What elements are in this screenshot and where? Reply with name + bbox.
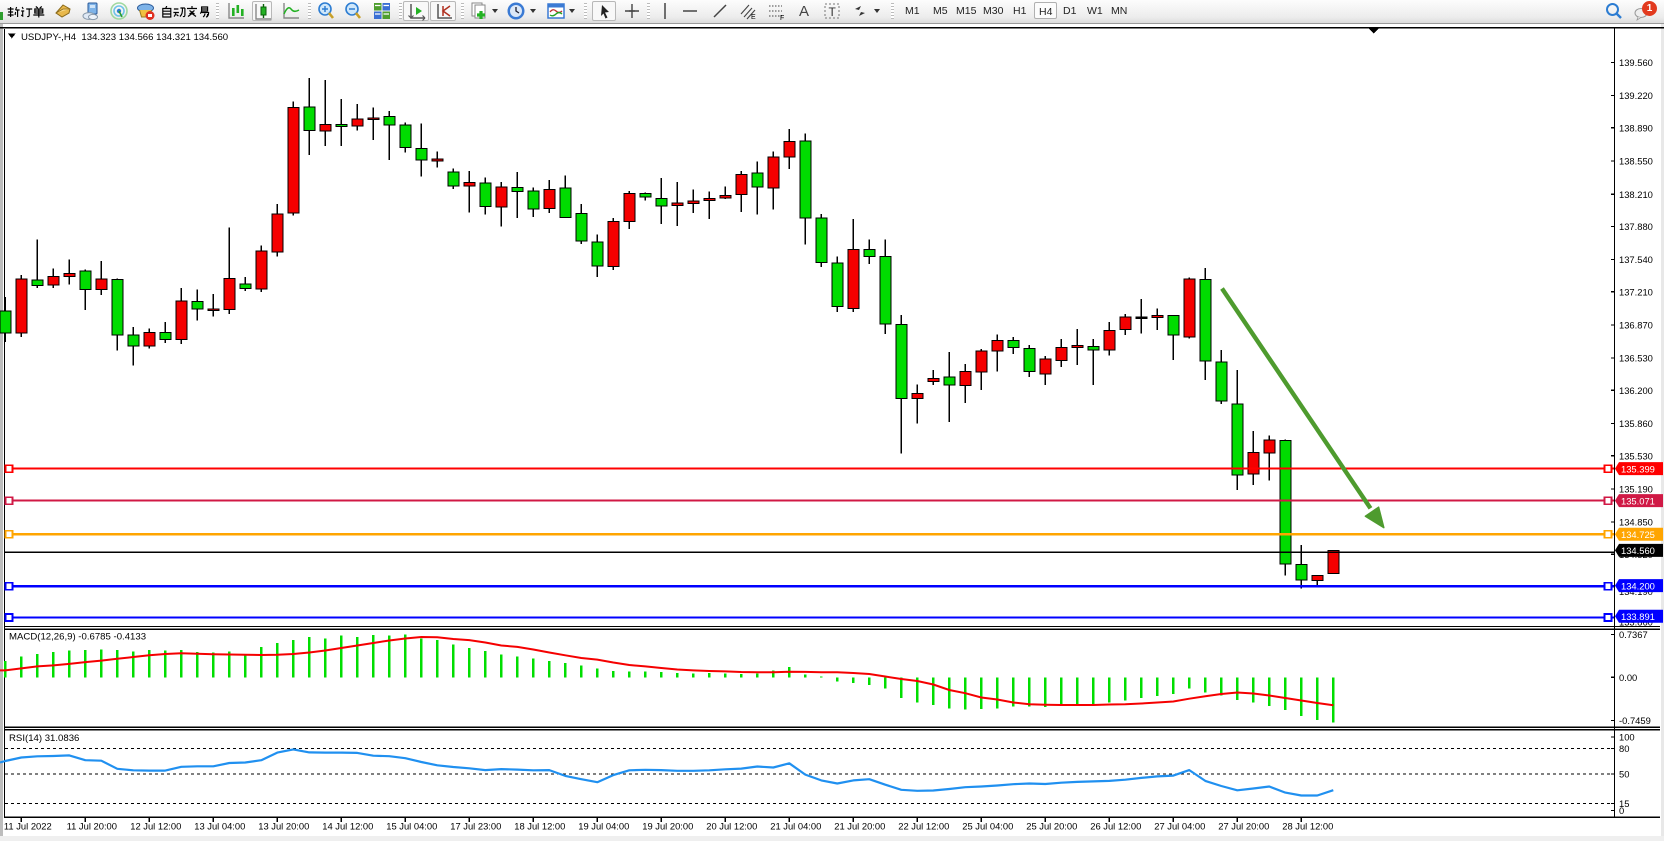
svg-text:13 Jul 04:00: 13 Jul 04:00	[194, 820, 245, 831]
svg-text:26 Jul 12:00: 26 Jul 12:00	[1090, 820, 1141, 831]
svg-text:0.00: 0.00	[1619, 672, 1637, 683]
svg-text:136.870: 136.870	[1619, 320, 1653, 331]
svg-text:137.540: 137.540	[1619, 254, 1653, 265]
svg-text:11 Jul 2022: 11 Jul 2022	[4, 820, 52, 831]
svg-text:T: T	[829, 5, 837, 19]
svg-text:21 Jul 04:00: 21 Jul 04:00	[770, 820, 821, 831]
svg-text:25 Jul 20:00: 25 Jul 20:00	[1026, 820, 1077, 831]
svg-text:139.560: 139.560	[1619, 57, 1653, 68]
svg-text:15 Jul 04:00: 15 Jul 04:00	[386, 820, 437, 831]
svg-text:20 Jul 12:00: 20 Jul 12:00	[706, 820, 757, 831]
svg-text:22 Jul 12:00: 22 Jul 12:00	[898, 820, 949, 831]
svg-text:134.850: 134.850	[1619, 517, 1653, 528]
svg-text:21 Jul 20:00: 21 Jul 20:00	[834, 820, 885, 831]
svg-text:135.190: 135.190	[1619, 484, 1653, 495]
svg-text:28 Jul 12:00: 28 Jul 12:00	[1282, 820, 1333, 831]
svg-text:134.560: 134.560	[1621, 545, 1655, 556]
svg-text:15: 15	[1619, 798, 1629, 809]
svg-text:137.880: 137.880	[1619, 221, 1653, 232]
svg-text:USDJPY-,H4 134.323 134.566 13: USDJPY-,H4 134.323 134.566 134.321 134.5…	[21, 32, 228, 43]
svg-text:F: F	[780, 15, 784, 21]
svg-text:E: E	[751, 14, 756, 21]
svg-text:139.220: 139.220	[1619, 90, 1653, 101]
svg-text:135.530: 135.530	[1619, 450, 1653, 461]
svg-text:50: 50	[1619, 769, 1629, 780]
svg-text:138.550: 138.550	[1619, 156, 1653, 167]
svg-text:27 Jul 20:00: 27 Jul 20:00	[1218, 820, 1269, 831]
svg-text:0.7367: 0.7367	[1619, 629, 1648, 640]
svg-text:12 Jul 12:00: 12 Jul 12:00	[130, 820, 181, 831]
svg-text:19 Jul 20:00: 19 Jul 20:00	[642, 820, 693, 831]
svg-text:134.725: 134.725	[1621, 529, 1655, 540]
svg-text:27 Jul 04:00: 27 Jul 04:00	[1154, 820, 1205, 831]
svg-text:17 Jul 23:00: 17 Jul 23:00	[450, 820, 501, 831]
svg-text:100: 100	[1619, 732, 1635, 743]
svg-text:-0.7459: -0.7459	[1619, 715, 1651, 726]
svg-text:135.071: 135.071	[1621, 495, 1655, 506]
svg-text:138.890: 138.890	[1619, 122, 1653, 133]
svg-text:13 Jul 20:00: 13 Jul 20:00	[258, 820, 309, 831]
svg-text:11 Jul 20:00: 11 Jul 20:00	[67, 820, 117, 831]
svg-text:135.860: 135.860	[1619, 418, 1653, 429]
svg-text:RSI(14) 31.0836: RSI(14) 31.0836	[9, 733, 79, 744]
svg-text:19 Jul 04:00: 19 Jul 04:00	[578, 820, 629, 831]
svg-text:0: 0	[1619, 805, 1624, 816]
svg-text:138.210: 138.210	[1619, 189, 1653, 200]
svg-text:134.200: 134.200	[1621, 580, 1655, 591]
svg-text:136.530: 136.530	[1619, 353, 1653, 364]
svg-text:80: 80	[1619, 743, 1629, 754]
svg-text:MACD(12,26,9) -0.6785 -0.4133: MACD(12,26,9) -0.6785 -0.4133	[9, 632, 146, 643]
svg-text:133.891: 133.891	[1621, 611, 1655, 622]
svg-text:14 Jul 12:00: 14 Jul 12:00	[322, 820, 373, 831]
svg-text:135.399: 135.399	[1621, 463, 1655, 474]
svg-text:137.210: 137.210	[1619, 286, 1653, 297]
svg-text:18 Jul 12:00: 18 Jul 12:00	[514, 820, 565, 831]
svg-text:25 Jul 04:00: 25 Jul 04:00	[962, 820, 1013, 831]
svg-text:136.200: 136.200	[1619, 385, 1653, 396]
